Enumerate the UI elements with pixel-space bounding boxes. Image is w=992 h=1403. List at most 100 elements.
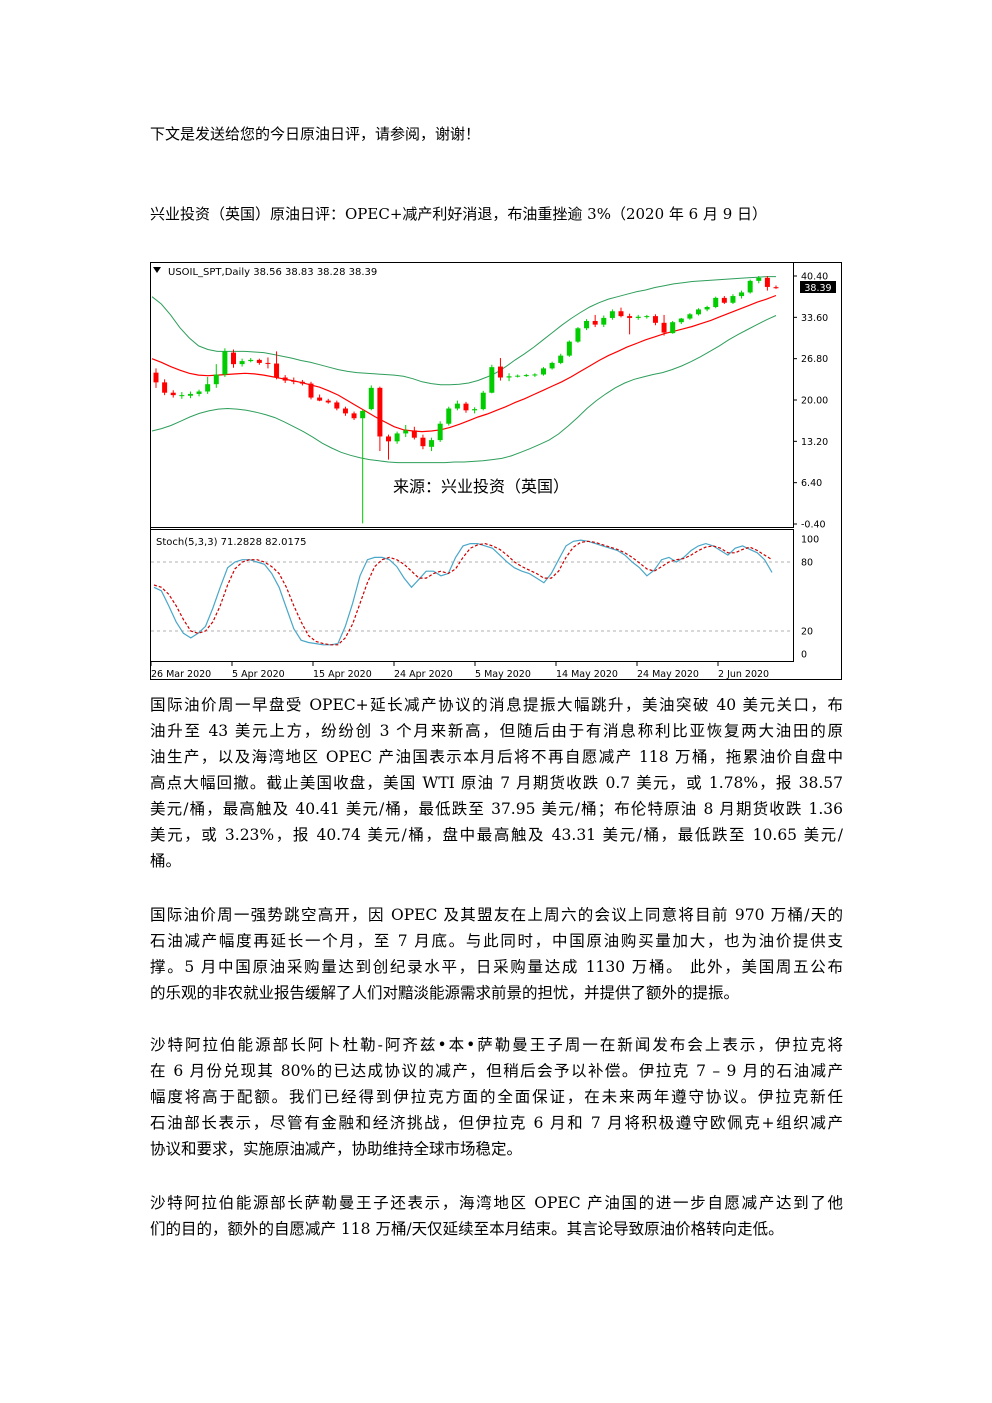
candle bbox=[541, 367, 546, 376]
paragraph-line: 油生产，以及海湾地区 OPEC 产油国表示本月后将不再自愿减产 118 万桶，拖… bbox=[150, 748, 843, 766]
candle bbox=[213, 364, 219, 388]
price-label: 38.39 bbox=[804, 283, 831, 294]
candle bbox=[429, 437, 435, 452]
intro-line: 下文是发送给您的今日原油日评，请参阅，谢谢！ bbox=[150, 125, 481, 143]
body-paragraph: 沙特阿拉伯能源部长阿卜杜勒-阿齐兹•本•萨勒曼王子周一在新闻发布会上表示，伊拉克… bbox=[150, 1032, 843, 1162]
x-tick-label: 15 Apr 2020 bbox=[313, 669, 372, 680]
x-tick-label: 5 May 2020 bbox=[475, 669, 531, 680]
candle bbox=[170, 390, 176, 398]
body-paragraph: 沙特阿拉伯能源部长萨勒曼王子还表示，海湾地区 OPEC 产油国的进一步自愿减产达… bbox=[150, 1190, 843, 1242]
y-tick-label: 40.40 bbox=[801, 272, 828, 283]
paragraph-line: 石油减产幅度再延长一个月，至 7 月底。与此同时，中国原油购买量加大，也为油价提… bbox=[150, 932, 843, 950]
candle bbox=[747, 279, 753, 294]
candle bbox=[730, 294, 736, 304]
candle bbox=[187, 391, 193, 399]
candle bbox=[609, 309, 615, 320]
oil-chart: 40.40 33.60 26.80 20.00 13.20 6.40 -0.40 100 80 2… bbox=[150, 262, 842, 680]
candle bbox=[575, 327, 581, 343]
candle bbox=[153, 368, 159, 388]
candle bbox=[601, 315, 607, 328]
candle bbox=[756, 276, 762, 284]
price-panel bbox=[150, 262, 794, 528]
candle bbox=[196, 389, 202, 397]
candle bbox=[506, 373, 512, 382]
candle bbox=[670, 320, 676, 334]
candle bbox=[386, 434, 391, 460]
candle bbox=[764, 276, 770, 291]
x-tick-label: 26 Mar 2020 bbox=[151, 669, 211, 680]
candle bbox=[411, 426, 417, 440]
candle bbox=[773, 285, 779, 289]
candle bbox=[532, 373, 538, 377]
candle bbox=[704, 305, 710, 312]
candle bbox=[635, 314, 641, 320]
chart-title: USOIL_SPT,Daily 38.56 38.83 38.28 38.39 bbox=[168, 267, 377, 278]
chart-watermark: 来源：兴业投资（英国） bbox=[393, 477, 569, 496]
y-tick-label: -0.40 bbox=[801, 520, 826, 531]
candle bbox=[394, 431, 400, 444]
y-tick-label: 33.60 bbox=[801, 313, 828, 324]
candle bbox=[265, 357, 271, 369]
stoch-label: Stoch(5,3,3) 71.2828 82.0175 bbox=[156, 537, 307, 548]
x-tick-label: 14 May 2020 bbox=[556, 669, 618, 680]
candle bbox=[342, 406, 348, 416]
candle bbox=[515, 374, 521, 378]
candle bbox=[291, 377, 297, 385]
candle bbox=[360, 409, 366, 524]
paragraph-line: 国际油价周一早盘受 OPEC+延长减产协议的消息提振大幅跳升，美油突破 40 美… bbox=[150, 696, 843, 714]
paragraph-line: 石油部长表示，尽管有金融和经济挑战，但伊拉克 6 月和 7 月将积极遵守欧佩克+… bbox=[150, 1114, 843, 1132]
paragraph-line: 们的目的，额外的自愿减产 118 万桶/天仅延续至本月结束。其言论导致原油价格转… bbox=[150, 1220, 784, 1238]
candle bbox=[696, 308, 701, 316]
candle bbox=[472, 407, 478, 414]
y-tick-label: 20.00 bbox=[801, 396, 828, 407]
candle bbox=[644, 314, 650, 319]
paragraph-line: 的乐观的非农就业报告缓解了人们对黯淡能源需求前景的担忧，并提供了额外的提振。 bbox=[150, 984, 740, 1002]
candle bbox=[179, 392, 185, 399]
upper-band-line bbox=[151, 276, 776, 386]
candle bbox=[248, 358, 254, 363]
price-label-box bbox=[800, 281, 836, 293]
stoch-signal-line bbox=[153, 540, 773, 646]
candle bbox=[566, 340, 572, 357]
paragraph-line: 桶。 bbox=[150, 852, 182, 870]
candle bbox=[437, 421, 443, 442]
candle bbox=[222, 348, 228, 377]
candle bbox=[317, 394, 323, 402]
candle bbox=[549, 361, 555, 370]
paragraph-line: 沙特阿拉伯能源部长阿卜杜勒-阿齐兹•本•萨勒曼王子周一在新闻发布会上表示，伊拉克… bbox=[150, 1036, 843, 1054]
candle bbox=[652, 314, 658, 326]
candle bbox=[231, 349, 236, 368]
candle bbox=[256, 358, 262, 365]
stoch-tick-label: 20 bbox=[801, 627, 813, 638]
candle bbox=[678, 317, 684, 325]
stoch-panel bbox=[150, 529, 794, 662]
y-tick-label: 26.80 bbox=[801, 354, 828, 365]
candle bbox=[523, 373, 529, 377]
paragraph-line: 油升至 43 美元上方，纷纷创 3 个月来新高，但随后由于有消息称利比亚恢复两大… bbox=[150, 722, 843, 740]
candle bbox=[661, 314, 667, 336]
paragraph-line: 美元/桶，最高触及 40.41 美元/桶，最低跌至 37.95 美元/桶；布伦特… bbox=[150, 800, 843, 818]
y-tick-label: 13.20 bbox=[801, 437, 828, 448]
candle bbox=[205, 376, 211, 394]
paragraph-line: 在 6 月份兑现其 80%的已达成协议的减产，但稍后会予以补偿。伊拉克 7 – … bbox=[150, 1062, 843, 1080]
stoch-tick-label: 100 bbox=[801, 535, 819, 546]
paragraph-line: 协议和要求，实施原油减产，协助维持全球市场稳定。 bbox=[150, 1140, 523, 1158]
candle bbox=[282, 375, 288, 383]
candle bbox=[558, 353, 564, 365]
candle bbox=[239, 358, 245, 367]
candle bbox=[497, 358, 503, 381]
candle bbox=[480, 390, 486, 411]
candle bbox=[377, 386, 383, 452]
lower-band-line bbox=[151, 315, 777, 464]
stoch-tick-label: 0 bbox=[801, 650, 807, 661]
paragraph-line: 国际油价周一强势跳空高开，因 OPEC 及其盟友在上周六的会议上同意将目前 97… bbox=[150, 906, 843, 924]
x-tick-label: 24 Apr 2020 bbox=[394, 669, 453, 680]
triangle-icon bbox=[153, 267, 161, 273]
body-paragraph: 国际油价周一早盘受 OPEC+延长减产协议的消息提振大幅跳升，美油突破 40 美… bbox=[150, 692, 843, 874]
body-paragraph: 国际油价周一强势跳空高开，因 OPEC 及其盟友在上周六的会议上同意将目前 97… bbox=[150, 902, 843, 1006]
y-tick-label: 6.40 bbox=[801, 478, 822, 489]
candle bbox=[739, 290, 745, 299]
stoch-main-line bbox=[153, 539, 773, 646]
paragraph-line: 幅度将高于配额。我们已经得到伊拉克方面的全面保证，在未来两年遵守协议。伊拉克新任 bbox=[150, 1088, 843, 1106]
paragraph-line: 沙特阿拉伯能源部长萨勒曼王子还表示，海湾地区 OPEC 产油国的进一步自愿减产达… bbox=[150, 1194, 843, 1212]
